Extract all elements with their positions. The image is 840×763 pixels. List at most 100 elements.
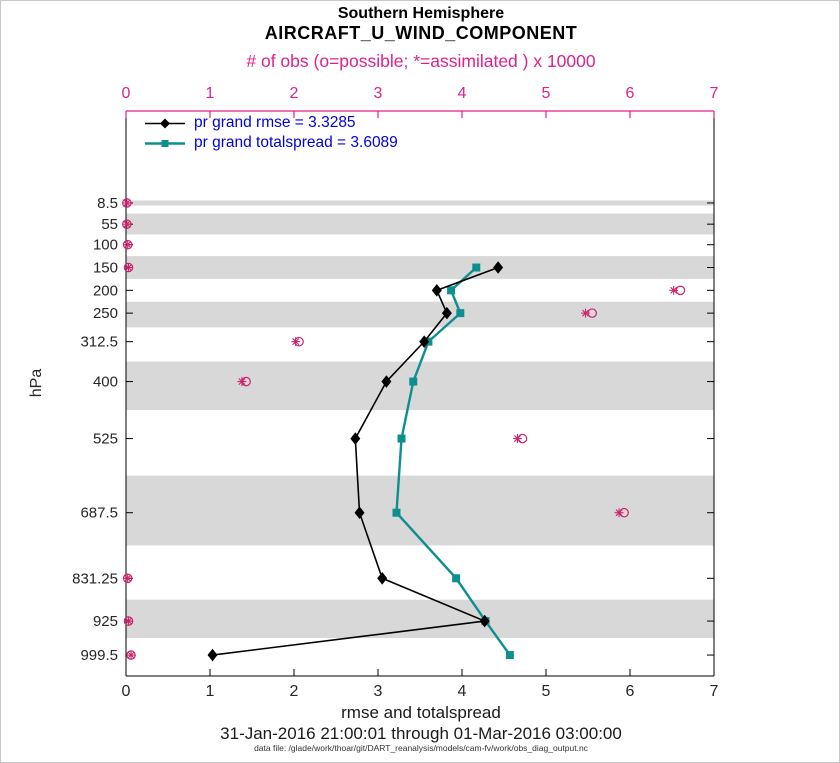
asterisk-arm (123, 199, 131, 207)
y-tick-label: 312.5 (80, 334, 118, 351)
y-tick-label: 250 (93, 305, 118, 322)
shaded-band (126, 475, 714, 546)
asterisk-arm (125, 617, 133, 625)
diamond-marker-icon (419, 335, 430, 348)
asterisk-arm (670, 286, 678, 294)
x-tick-label-top: 4 (458, 85, 467, 102)
asterisk-arm (124, 241, 132, 249)
diamond-marker-icon (207, 648, 218, 662)
x-tick-label-bottom: 6 (626, 683, 635, 700)
shaded-band (126, 213, 714, 235)
date-range-label: 31-Jan-2016 21:00:01 through 01-Mar-2016… (220, 724, 622, 743)
diamond-marker-icon (377, 571, 388, 585)
obs-assimilated-asterisk-icon (237, 377, 247, 386)
shaded-band (126, 301, 714, 328)
x-axis-label: rmse and totalspread (341, 703, 501, 722)
y-tick-label: 687.5 (80, 505, 118, 522)
shaded-band (126, 256, 714, 279)
x-tick-label-top: 6 (626, 85, 635, 102)
x-tick-label-bottom: 1 (206, 683, 215, 700)
legend-square-marker-icon (161, 139, 169, 147)
diamond-marker-icon (381, 375, 392, 388)
y-tick-label: 525 (93, 431, 118, 448)
y-tick-label: 831.25 (72, 570, 118, 587)
diamond-marker-icon (479, 614, 490, 628)
x-tick-label-bottom: 0 (122, 683, 131, 700)
y-tick-label: 150 (93, 260, 118, 277)
square-marker-icon (452, 574, 461, 583)
y-tick-label: 200 (93, 282, 118, 299)
legend-diamond-marker-icon (160, 118, 170, 128)
data-file-path-label: data file: /glade/work/thoar/git/DART_re… (254, 743, 588, 753)
x-tick-label-bottom: 2 (290, 683, 299, 700)
legend-totalspread-label: pr grand totalspread = 3.6089 (194, 134, 398, 151)
obs-assimilated-asterisk-icon (124, 263, 133, 272)
asterisk-arm (124, 574, 132, 582)
diamond-marker-icon (493, 261, 504, 274)
obs-assimilated-asterisk-icon (669, 285, 679, 295)
obs-assimilated-asterisk-icon (513, 434, 522, 443)
diamond-marker-icon (350, 432, 361, 445)
obs-count-markers (122, 198, 686, 660)
plot-title-region: Southern Hemisphere (337, 5, 505, 22)
asterisk-arm (125, 264, 133, 271)
legend-rmse-label: pr grand rmse = 3.3285 (194, 114, 356, 131)
square-marker-icon (397, 434, 406, 443)
obs-assimilated-asterisk-icon (122, 219, 132, 229)
diamond-marker-icon (354, 506, 365, 520)
asterisk-arm (513, 435, 521, 443)
y-tick-label: 925 (93, 613, 118, 630)
square-marker-icon (505, 651, 514, 660)
diamond-marker-icon (431, 284, 442, 297)
plot-title-variable: AIRCRAFT_U_WIND_COMPONENT (264, 23, 578, 43)
x-tick-label-top: 3 (374, 85, 383, 102)
y-tick-label: 8.5 (97, 195, 118, 212)
profile-series (207, 261, 514, 662)
shaded-band (126, 200, 714, 206)
square-marker-icon (447, 286, 456, 295)
obs-assimilated-asterisk-icon (124, 616, 133, 626)
y-axis-title: hPa (28, 369, 45, 398)
x-tick-label-bottom: 5 (542, 683, 551, 700)
obs-assimilated-asterisk-icon (581, 308, 590, 318)
x-tick-label-top: 1 (206, 85, 215, 102)
level-shading-bands (126, 200, 714, 639)
obs-assimilated-asterisk-icon (123, 240, 133, 250)
square-marker-icon (409, 377, 418, 386)
x-tick-label-top: 5 (542, 85, 551, 102)
diamond-marker-icon (441, 306, 452, 320)
x-tick-label-top: 2 (290, 85, 299, 102)
asterisk-arm (127, 651, 135, 659)
square-marker-icon (456, 309, 465, 318)
legend: pr grand rmse = 3.3285 pr grand totalspr… (143, 113, 398, 153)
asterisk-arm (238, 378, 246, 386)
shaded-band (126, 361, 714, 411)
x-tick-label-top: 7 (710, 85, 719, 102)
y-tick-label: 55 (101, 216, 118, 233)
y-tick-label: 400 (93, 374, 118, 391)
shaded-band (126, 599, 714, 639)
legend-rmse-line-sample (145, 118, 185, 128)
obs-assimilated-asterisk-icon (614, 508, 624, 518)
obs-assimilated-asterisk-icon (291, 337, 301, 347)
y-tick-label: 100 (93, 237, 118, 254)
x-tick-label-top: 0 (122, 85, 131, 102)
series-line-pr-grand-rmse (212, 266, 499, 656)
asterisk-arm (615, 509, 623, 517)
obs-assimilated-asterisk-icon (123, 573, 133, 583)
legend-totalspread-line-sample (145, 139, 185, 147)
asterisk-arm (292, 338, 300, 346)
obs-assimilated-asterisk-icon (122, 198, 132, 208)
obs-axis-title: # of obs (o=possible; *=assimilated ) x … (246, 51, 596, 71)
legend-item-totalspread: pr grand totalspread = 3.6089 (143, 133, 398, 153)
asterisk-arm (581, 309, 589, 317)
square-marker-icon (392, 508, 401, 517)
series-line-pr-grand-totalspread (395, 266, 511, 656)
legend-item-rmse: pr grand rmse = 3.3285 (143, 113, 398, 133)
x-tick-label-bottom: 7 (710, 683, 719, 700)
axes-box: 00112233445566778.555100150200250312.540… (28, 85, 719, 700)
x-tick-label-bottom: 4 (458, 683, 467, 700)
obs-assimilated-asterisk-icon (126, 650, 136, 660)
